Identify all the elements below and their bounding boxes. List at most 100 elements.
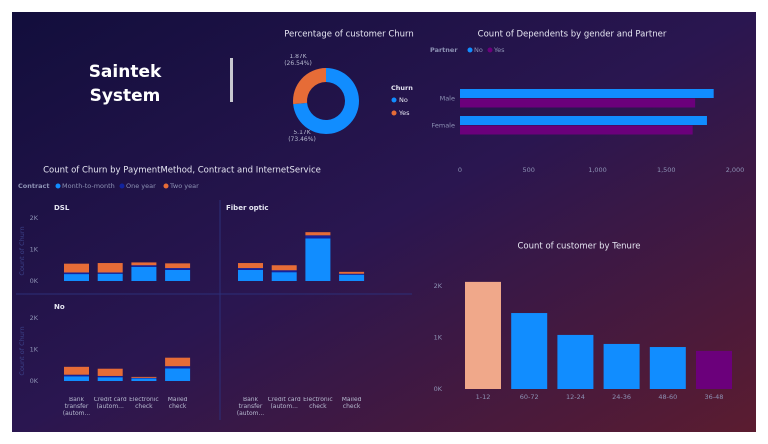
bar-segment: [131, 376, 157, 378]
data-label: 1.87K (26.54%): [284, 54, 312, 67]
bar-segment: [64, 374, 89, 377]
bar-segment: [238, 269, 263, 281]
x-tick-label-box: Credit card (autom...: [268, 397, 301, 410]
y-tick-label: 1K: [30, 246, 39, 254]
donut-slice: [292, 68, 326, 105]
bar: [511, 313, 548, 389]
legend-label: No: [399, 96, 408, 104]
data-label-box: 5.17K (73.46%): [288, 130, 316, 143]
legend-marker: [391, 110, 397, 116]
bar-segment: [64, 366, 89, 375]
y-tick-label: Male: [440, 95, 455, 103]
legend-title: Partner: [430, 46, 458, 54]
title-box: Saintek System Dashboard: [73, 62, 177, 112]
legend-marker: [391, 97, 397, 103]
legend-marker: [487, 47, 493, 53]
bar: [557, 334, 594, 389]
title-divider: [230, 58, 233, 102]
legend-label: No: [474, 46, 483, 54]
legend-label: Yes: [493, 46, 505, 54]
x-tick-label: 0: [458, 166, 462, 174]
bar-segment: [339, 274, 365, 281]
chart-title: Count of Churn by PaymentMethod, Contrac…: [43, 166, 321, 176]
bar-segment: [238, 263, 263, 269]
bar-segment: [165, 263, 191, 269]
dashboard-title: Saintek System Dashboard: [73, 62, 177, 112]
bar-segment: [271, 265, 297, 271]
data-label: 5.17K (73.46%): [288, 130, 316, 143]
x-tick-label: 500: [523, 166, 535, 174]
facet-label: DSL: [54, 204, 70, 212]
y-tick-label: 0K: [434, 385, 443, 393]
y-tick-label: 0K: [30, 277, 39, 285]
facet-label: No: [54, 303, 65, 311]
x-tick-label: 48-60: [658, 393, 677, 401]
x-tick-label-box: Bank transfer (autom...: [62, 397, 91, 417]
y-tick-label: 2K: [434, 282, 443, 290]
legend-marker: [55, 183, 61, 189]
x-tick-label: 1,000: [588, 166, 607, 174]
x-tick-label: 24-36: [612, 393, 631, 401]
y-tick-label: 1K: [30, 346, 39, 354]
bar-segment: [305, 235, 331, 239]
x-tick-label: 1-12: [476, 393, 491, 401]
x-tick-label: 2,000: [726, 166, 745, 174]
x-tick-label: Bank transfer (autom...: [62, 397, 91, 417]
y-tick-label: 2K: [30, 214, 39, 222]
bar: [649, 347, 686, 389]
x-tick-label: Electronic check: [129, 397, 159, 410]
bar-segment: [131, 378, 157, 381]
bar-segment: [165, 366, 191, 369]
x-tick-label-box: Bank transfer (autom...: [236, 397, 265, 417]
bar-segment: [165, 368, 191, 381]
x-tick-label: 36-48: [705, 393, 724, 401]
bar: [696, 350, 732, 389]
x-tick-label: Bank transfer (autom...: [236, 397, 265, 417]
x-tick-label-box: Mailed check: [342, 397, 362, 410]
bar-segment: [305, 238, 331, 281]
bar-segment: [97, 368, 123, 376]
chart-title: Percentage of customer Churn: [284, 30, 414, 40]
y-tick-label: 1K: [434, 334, 443, 342]
legend-marker: [467, 47, 473, 53]
y-axis-title: Count of Churn: [18, 326, 26, 375]
x-tick-label: Mailed check: [167, 397, 188, 410]
data-label-box: 1.87K (26.54%): [284, 54, 312, 67]
bar: [460, 89, 714, 98]
x-tick-label: 60-72: [520, 393, 539, 401]
bar-segment: [64, 263, 89, 273]
legend-label: Two year: [169, 182, 199, 190]
bar-segment: [131, 377, 157, 379]
legend-label: Yes: [398, 109, 410, 117]
bar-segment: [238, 268, 263, 270]
x-tick-label-box: Electronic check: [303, 397, 333, 410]
bar-segment: [97, 375, 123, 378]
chart-title: Count of Dependents by gender and Partne…: [478, 30, 667, 40]
bar-segment: [64, 274, 89, 281]
x-tick-label: Credit card (autom...: [93, 397, 127, 410]
bar-segment: [97, 273, 123, 281]
bar: [460, 125, 693, 135]
chart-title: Count of customer by Tenure: [518, 242, 641, 252]
legend-label: One year: [126, 182, 156, 190]
bar-segment: [271, 270, 297, 273]
bar-segment: [64, 272, 89, 275]
legend-title: Churn: [391, 84, 413, 92]
bar: [460, 116, 707, 125]
bar-segment: [64, 376, 89, 381]
x-tick-label-box: Credit card (autom...: [93, 397, 127, 410]
bar-segment: [165, 357, 191, 367]
bar-segment: [165, 269, 191, 281]
bar-segment: [339, 273, 365, 275]
bar-segment: [165, 268, 191, 270]
bar-segment: [305, 232, 331, 236]
y-axis-title: Count of Churn: [18, 226, 26, 275]
bar-segment: [131, 262, 157, 266]
x-tick-label: 12-24: [566, 393, 585, 401]
x-tick-label: Electronic check: [303, 397, 333, 410]
x-tick-label-box: Mailed check: [167, 397, 188, 410]
bar-segment: [131, 266, 157, 281]
bar-segment: [271, 272, 297, 281]
